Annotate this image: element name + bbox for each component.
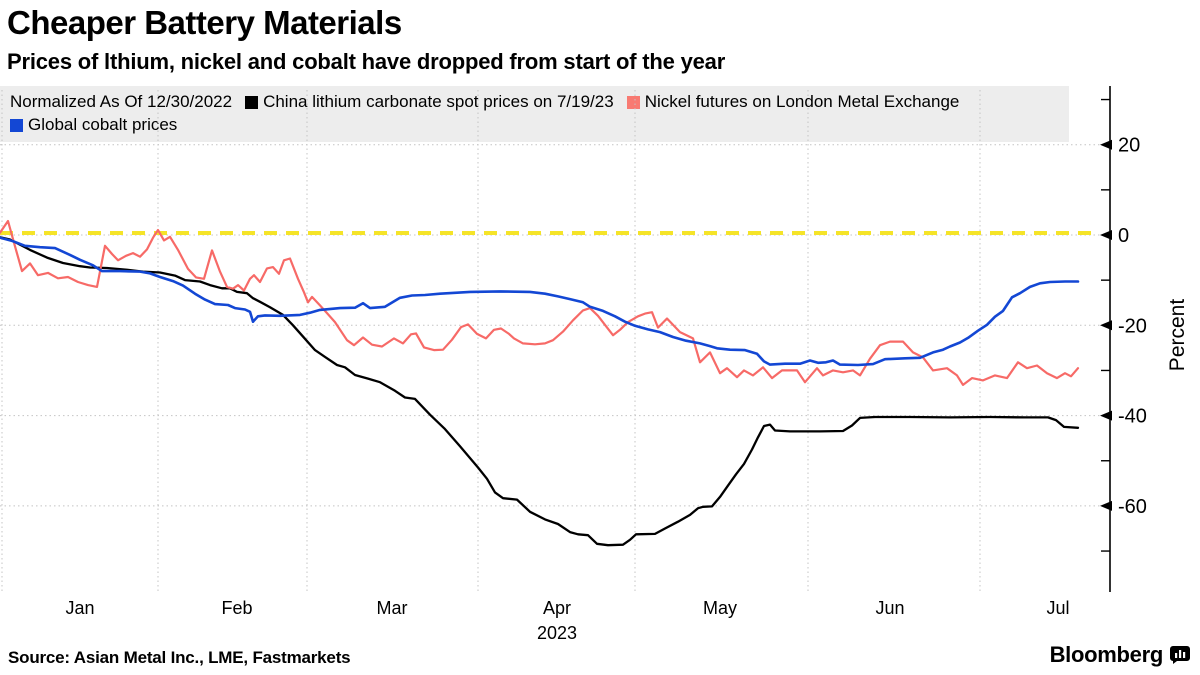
- legend-item-label: Nickel futures on London Metal Exchange: [644, 92, 960, 111]
- legend-swatch-icon: [245, 95, 259, 109]
- series-line-0: [0, 236, 1080, 547]
- bloomberg-chart-icon: [1170, 646, 1190, 664]
- legend-swatch-icon: [626, 95, 640, 109]
- month-label: Jan: [65, 598, 94, 618]
- page-subtitle: Prices of lthium, nickel and cobalt have…: [7, 49, 726, 74]
- source-note: Source: Asian Metal Inc., LME, Fastmarke…: [8, 648, 351, 667]
- legend-item-1: Nickel futures on London Metal Exchange: [626, 91, 960, 113]
- y-tick-label: 0: [1118, 225, 1129, 247]
- year-label: 2023: [537, 623, 577, 643]
- month-label: Jun: [875, 598, 904, 618]
- y-axis-minor-ticks: [1101, 98, 1110, 552]
- legend-item-2: Global cobalt prices: [10, 114, 177, 136]
- month-label: Mar: [377, 598, 408, 618]
- x-axis-labels: Jan Feb Mar Apr May Jun Jul: [65, 598, 1069, 618]
- month-label: Jul: [1046, 598, 1069, 618]
- value-gridlines: [0, 144, 1110, 507]
- legend-note-label: Normalized As Of 12/30/2022: [10, 92, 233, 111]
- page-title: Cheaper Battery Materials: [7, 4, 402, 41]
- series-line-1: [0, 219, 1080, 386]
- y-tick-label: -60: [1118, 496, 1147, 518]
- bloomberg-wordmark: Bloomberg: [1049, 642, 1164, 667]
- legend-item-0: China lithium carbonate spot prices on 7…: [245, 91, 614, 113]
- y-axis-major-ticks: 20 0 -20 -40 -60: [1100, 135, 1147, 518]
- legend-swatch-icon: [10, 118, 23, 132]
- bloomberg-brand: Bloomberg: [1050, 642, 1190, 668]
- legend-item-label: China lithium carbonate spot prices on 7…: [263, 92, 614, 111]
- series-line-2: [0, 236, 1080, 367]
- month-gridlines: [1, 90, 981, 592]
- y-tick-label: -20: [1118, 315, 1147, 337]
- chart-header: Cheaper Battery Materials Prices of lthi…: [7, 0, 725, 75]
- y-tick-label: -40: [1118, 406, 1147, 428]
- y-axis-title: Percent: [1166, 299, 1189, 372]
- month-label: May: [703, 598, 737, 618]
- legend-item-label: Global cobalt prices: [28, 115, 178, 134]
- chart-legend: Normalized As Of 12/30/2022 China lithiu…: [0, 86, 1069, 142]
- month-label: Feb: [221, 598, 252, 618]
- y-tick-label: 20: [1118, 135, 1140, 157]
- month-label: Apr: [543, 598, 571, 618]
- chart-footer: Source: Asian Metal Inc., LME, Fastmarke…: [0, 642, 1200, 668]
- legend-note: Normalized As Of 12/30/2022: [10, 91, 232, 113]
